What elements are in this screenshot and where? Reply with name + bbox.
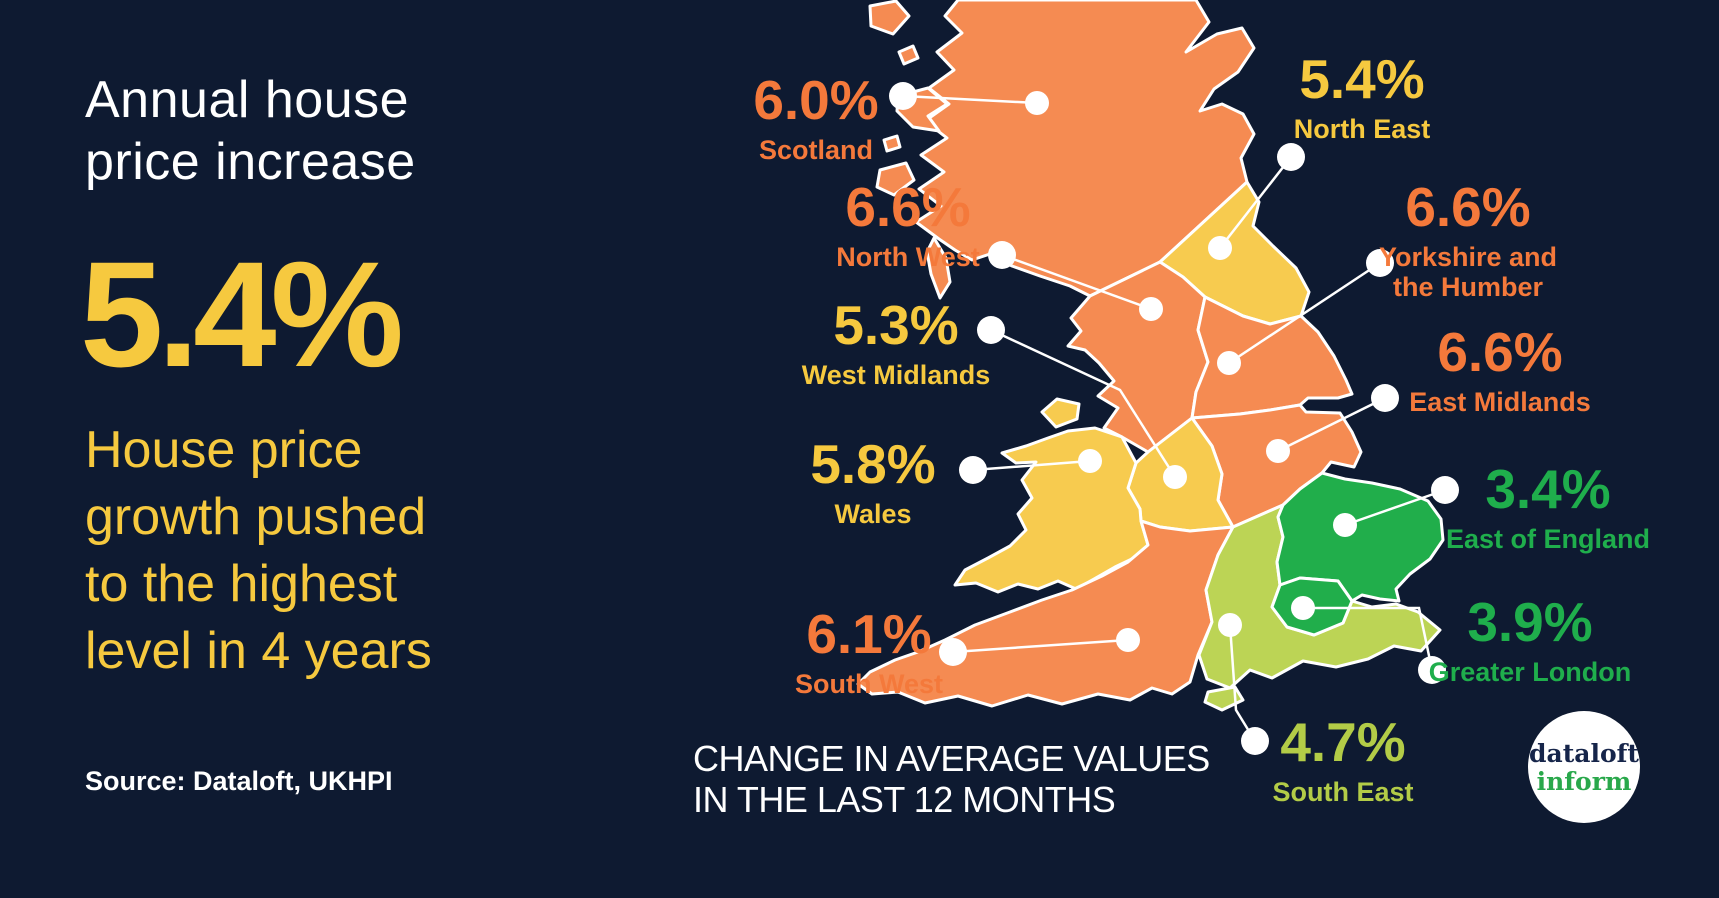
callout-line-scotland <box>902 94 1038 105</box>
region-label-wales: 5.8% Wales <box>733 433 1013 530</box>
region-name-south-east: South East <box>1272 777 1414 807</box>
map-island-anglesey <box>1040 397 1081 429</box>
region-name-south-west: South West <box>795 669 943 699</box>
label-dot-greater-london <box>1418 656 1446 684</box>
map-island-small-north <box>897 44 920 66</box>
region-name-wales: Wales <box>834 499 912 529</box>
map-dot-east-midlands <box>1266 439 1290 463</box>
map-peninsula-kintyre <box>925 236 952 300</box>
label-dot-east-midlands <box>1371 384 1399 412</box>
region-name-scotland: Scotland <box>758 135 873 165</box>
map-dot-wales <box>1078 449 1102 473</box>
region-value-south-east: 4.7% <box>1280 711 1406 773</box>
callout-line-north-east <box>1219 156 1292 249</box>
map-dot-east-of-england <box>1333 513 1357 537</box>
region-value-wales: 5.8% <box>810 433 936 495</box>
region-label-west-midlands: 5.3% West Midlands <box>756 294 1036 391</box>
source-attribution: Source: Dataloft, UKHPI <box>85 766 393 796</box>
label-dot-south-west <box>939 638 967 666</box>
callout-line-yorkshire <box>1228 261 1381 365</box>
region-label-north-east: 5.4% North East <box>1222 48 1502 145</box>
region-name-greater-london: Greater London <box>1428 657 1632 687</box>
region-value-scotland: 6.0% <box>753 69 879 131</box>
map-dot-yorkshire <box>1217 351 1241 375</box>
region-value-east-of-england: 3.4% <box>1485 458 1611 520</box>
map-note: CHANGE IN AVERAGE VALUES IN THE LAST 12 … <box>693 738 1210 821</box>
map-dot-greater-london <box>1291 596 1315 620</box>
logo-inform-text: inform <box>1536 766 1632 796</box>
map-dot-north-east <box>1208 236 1232 260</box>
region-label-east-midlands: 6.6% East Midlands <box>1360 321 1640 418</box>
label-dot-wales <box>959 456 987 484</box>
region-name-east-midlands: East Midlands <box>1409 387 1591 417</box>
map-dot-south-west <box>1116 628 1140 652</box>
label-dot-east-of-england <box>1431 476 1459 504</box>
region-label-scotland: 6.0% Scotland <box>676 69 956 166</box>
map-island-isle-of-wight <box>1203 685 1245 712</box>
region-label-south-east: 4.7% South East <box>1203 711 1483 808</box>
region-value-north-east: 5.4% <box>1299 48 1425 110</box>
region-name-east-of-england: East of England <box>1445 524 1651 554</box>
region-name-north-west: North West <box>836 242 980 272</box>
region-value-greater-london: 3.9% <box>1467 591 1593 653</box>
region-value-north-west: 6.6% <box>845 176 971 238</box>
label-dot-scotland <box>889 82 917 110</box>
map-dot-north-west <box>1139 297 1163 321</box>
map-island-small-mid <box>882 134 902 153</box>
region-name-yorkshire: Yorkshire and the Humber <box>1378 242 1558 303</box>
region-label-south-west: 6.1% South West <box>729 603 1009 700</box>
callout-line-wales <box>972 459 1091 472</box>
callout-line-south-west <box>952 638 1129 654</box>
label-dot-yorkshire <box>1366 249 1394 277</box>
map-note-line2: IN THE LAST 12 MONTHS <box>693 779 1116 821</box>
map-island-lewis <box>868 0 911 36</box>
region-label-yorkshire: 6.6% Yorkshire and the Humber <box>1328 176 1608 303</box>
region-label-greater-london: 3.9% Greater London <box>1390 591 1670 688</box>
region-label-east-of-england: 3.4% East of England <box>1408 458 1688 555</box>
region-name-west-midlands: West Midlands <box>801 360 991 390</box>
region-label-north-west: 6.6% North West <box>768 176 1048 273</box>
label-dot-north-west <box>988 241 1016 269</box>
region-value-east-midlands: 6.6% <box>1437 321 1563 383</box>
region-value-south-west: 6.1% <box>806 603 932 665</box>
callout-line-west-midlands <box>990 328 1177 478</box>
logo-dataloft-text: dataloft <box>1529 738 1639 768</box>
map-island-islay <box>875 161 916 197</box>
region-value-yorkshire: 6.6% <box>1405 176 1531 238</box>
label-dot-north-east <box>1277 143 1305 171</box>
map-dot-south-east <box>1218 613 1242 637</box>
callout-line-north-west <box>1001 253 1152 311</box>
map-dot-west-midlands <box>1163 465 1187 489</box>
callout-line-greater-london <box>1303 606 1434 671</box>
map-note-line1: CHANGE IN AVERAGE VALUES <box>693 738 1210 779</box>
dataloft-inform-logo: dataloft inform <box>1528 711 1640 823</box>
headline-text: House price growth pushed to the highest… <box>85 421 432 681</box>
map-dot-scotland <box>1025 91 1049 115</box>
region-value-west-midlands: 5.3% <box>833 294 959 356</box>
callout-line-east-midlands <box>1277 396 1386 453</box>
region-name-north-east: North East <box>1293 114 1431 144</box>
callout-line-east-of-england <box>1344 488 1446 527</box>
headline-value: 5.4% <box>80 230 404 398</box>
page-title: Annual house price increase <box>85 71 416 191</box>
label-dot-west-midlands <box>977 316 1005 344</box>
label-dot-south-east <box>1241 727 1269 755</box>
